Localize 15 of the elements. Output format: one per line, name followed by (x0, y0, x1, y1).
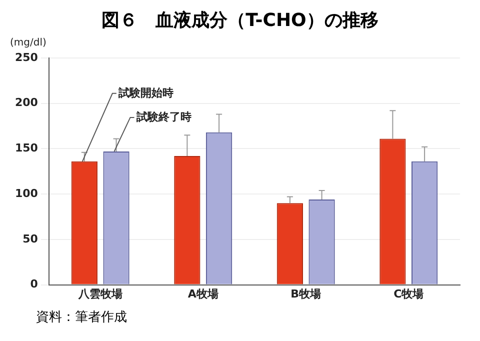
x-tick-label: B牧場 (290, 287, 322, 300)
y-tick-label: 150 (14, 142, 38, 155)
series-label: 試験終了時 (135, 110, 192, 124)
chart-title: 図６ 血液成分（T-CHO）の推移 (100, 9, 380, 33)
x-tick-label: 八雲牧場 (77, 287, 122, 300)
y-tick-label: 0 (30, 278, 38, 291)
y-tick-label: 100 (14, 186, 38, 200)
x-tick-label: C牧場 (394, 287, 424, 300)
x-tick-label: A牧場 (188, 287, 218, 300)
y-tick-label: 250 (14, 50, 38, 64)
text: 資料：筆者作成 (36, 309, 128, 326)
y-tick-label: 200 (14, 96, 38, 110)
text: 試験開始時 (117, 86, 174, 100)
y-axis-title: (mg/dl) (10, 38, 46, 49)
y-tick-label: 50 (22, 232, 38, 246)
